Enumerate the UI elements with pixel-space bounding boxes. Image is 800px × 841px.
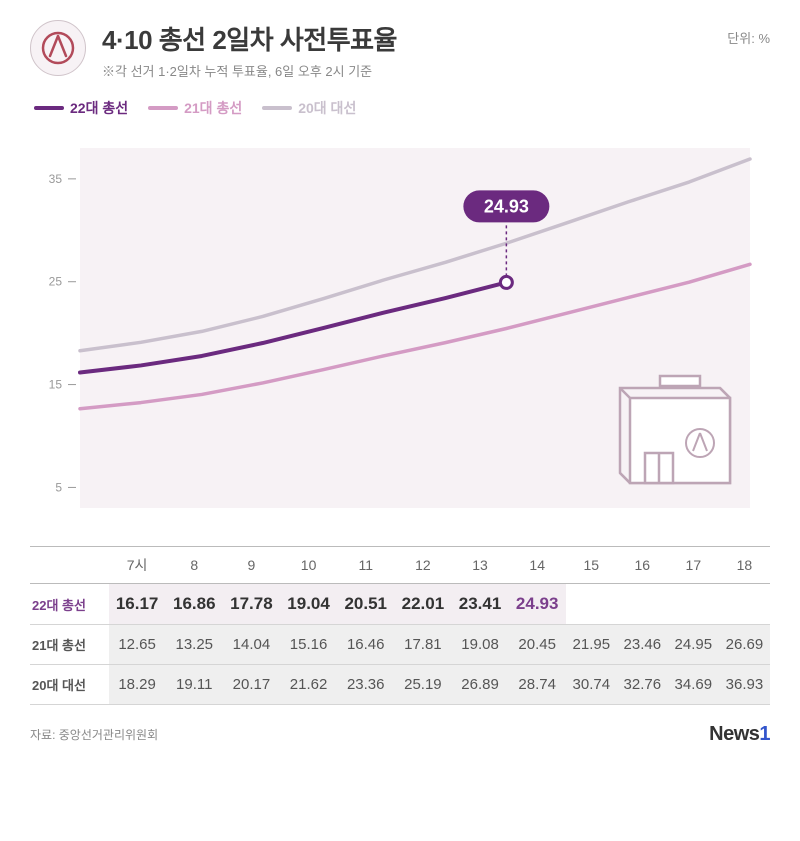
svg-text:25: 25 (49, 275, 63, 289)
table-cell: 20.45 (509, 625, 566, 665)
table-cell (566, 584, 617, 625)
table-header: 11 (337, 547, 394, 584)
footer: 자료: 중앙선거관리위원회 News1 (30, 719, 770, 746)
table-header: 13 (451, 547, 508, 584)
table-cell: 25.19 (394, 665, 451, 705)
row-label: 21대 총선 (30, 625, 109, 665)
table-cell: 23.36 (337, 665, 394, 705)
table-header: 8 (166, 547, 223, 584)
table-header: 15 (566, 547, 617, 584)
table-cell: 26.69 (719, 625, 770, 665)
unit-label: 단위: % (727, 28, 770, 47)
table-header: 14 (509, 547, 566, 584)
table-cell: 30.74 (566, 665, 617, 705)
table-cell: 28.74 (509, 665, 566, 705)
legend-swatch (148, 106, 178, 110)
table-cell: 19.08 (451, 625, 508, 665)
table-cell: 24.93 (509, 584, 566, 625)
table-cell: 36.93 (719, 665, 770, 705)
table-cell: 23.46 (617, 625, 668, 665)
table-cell: 17.78 (223, 584, 280, 625)
subtitle: ※각 선거 1·2일차 누적 투표율, 6일 오후 2시 기준 (102, 61, 711, 80)
legend: 22대 총선 21대 총선 20대 대선 (34, 98, 770, 118)
table-cell: 20.51 (337, 584, 394, 625)
table-cell: 14.04 (223, 625, 280, 665)
table-cell: 22.01 (394, 584, 451, 625)
table-cell: 16.86 (166, 584, 223, 625)
page-title: 4·10 총선 2일차 사전투표율 (102, 20, 711, 57)
legend-item: 20대 대선 (262, 98, 356, 118)
table-cell: 13.25 (166, 625, 223, 665)
table-cell: 34.69 (668, 665, 719, 705)
svg-text:35: 35 (49, 172, 63, 186)
table-cell: 18.29 (109, 665, 166, 705)
table-header: 12 (394, 547, 451, 584)
table-cell (668, 584, 719, 625)
table-row: 20대 대선18.2919.1120.1721.6223.3625.1926.8… (30, 665, 770, 705)
legend-swatch (34, 106, 64, 110)
table-header: 7시 (109, 547, 166, 584)
row-label: 22대 총선 (30, 584, 109, 625)
legend-item: 21대 총선 (148, 98, 242, 118)
vote-stamp-icon (30, 20, 86, 76)
table-header: 18 (719, 547, 770, 584)
table-header: 17 (668, 547, 719, 584)
legend-label: 21대 총선 (184, 98, 242, 118)
legend-item: 22대 총선 (34, 98, 128, 118)
table-cell: 23.41 (451, 584, 508, 625)
table-cell (719, 584, 770, 625)
table-header (30, 547, 109, 584)
legend-label: 20대 대선 (298, 98, 356, 118)
row-label: 20대 대선 (30, 665, 109, 705)
table-cell: 24.95 (668, 625, 719, 665)
table-header: 10 (280, 547, 337, 584)
news-logo: News1 (709, 723, 770, 746)
table-cell: 20.17 (223, 665, 280, 705)
table-cell: 16.17 (109, 584, 166, 625)
table-cell: 17.81 (394, 625, 451, 665)
table-cell: 32.76 (617, 665, 668, 705)
source-label: 자료: 중앙선거관리위원회 (30, 726, 158, 743)
svg-text:15: 15 (49, 378, 63, 392)
table-header: 9 (223, 547, 280, 584)
table-cell: 21.95 (566, 625, 617, 665)
line-chart: 5 15 25 35 24.93 (30, 128, 770, 528)
legend-swatch (262, 106, 292, 110)
table-cell (617, 584, 668, 625)
table-cell: 26.89 (451, 665, 508, 705)
legend-label: 22대 총선 (70, 98, 128, 118)
svg-text:24.93: 24.93 (484, 196, 529, 216)
data-table-wrap: 7시8910111213141516171822대 총선16.1716.8617… (30, 546, 770, 705)
table-cell: 21.62 (280, 665, 337, 705)
table-cell: 12.65 (109, 625, 166, 665)
table-header: 16 (617, 547, 668, 584)
svg-text:5: 5 (55, 480, 62, 494)
table-cell: 19.04 (280, 584, 337, 625)
header: 4·10 총선 2일차 사전투표율 ※각 선거 1·2일차 누적 투표율, 6일… (30, 20, 770, 80)
table-cell: 16.46 (337, 625, 394, 665)
table-row: 22대 총선16.1716.8617.7819.0420.5122.0123.4… (30, 584, 770, 625)
table-cell: 19.11 (166, 665, 223, 705)
table-row: 21대 총선12.6513.2514.0415.1616.4617.8119.0… (30, 625, 770, 665)
table-cell: 15.16 (280, 625, 337, 665)
data-table: 7시8910111213141516171822대 총선16.1716.8617… (30, 546, 770, 705)
